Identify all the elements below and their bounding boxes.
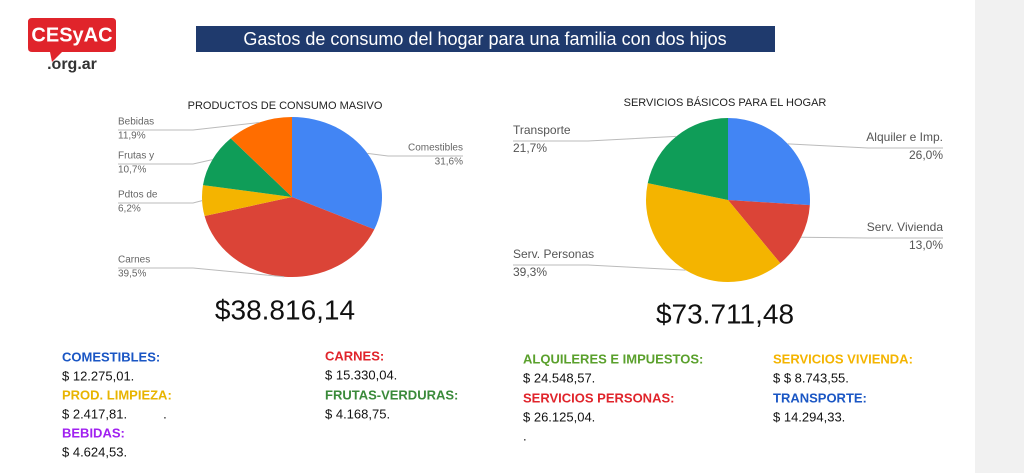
item-label: CARNES: [325,348,384,363]
pie-slice [230,117,292,197]
title-bar [196,26,775,52]
slice-percent: 13,0% [909,238,943,252]
item-trailing: . [523,428,527,443]
pie-slice [647,118,728,200]
pie-slice [728,118,810,206]
item-label: PROD. LIMPIEZA: [62,387,172,402]
item-amount: $ 12.275,01. [62,368,134,383]
leader-line [118,200,203,204]
slice-percent: 26,0% [909,148,943,162]
logo-sub: .org.ar [47,56,97,73]
slice-label: Comestibles [408,143,463,154]
leader-line [118,159,213,165]
pie-slice [728,200,810,264]
leader-line [118,267,285,278]
title: Gastos de consumo del hogar para una fam… [243,29,726,49]
leader-line [513,135,677,142]
total: $73.711,48 [656,298,794,329]
pie-slice [645,183,781,283]
chart-title: SERVICIOS BÁSICOS PARA EL HOGAR [624,96,827,109]
item-amount: $ 26.125,04. [523,409,595,424]
slice-percent: 39,5% [118,269,146,280]
logo: CESyAC [31,24,112,46]
slice-percent: 11,9% [118,131,146,142]
slice-label: Serv. Vivienda [867,220,944,234]
slice-label: Alquiler e Imp. [866,130,943,144]
item-amount: $ 15.330,04. [325,367,397,382]
slice-percent: 21,7% [513,141,547,155]
slice-label: Bebidas [118,117,154,128]
item-amount: $ 14.294,33. [773,409,845,424]
slice-label: Pdtos de [118,190,158,201]
slice-percent: 31,6% [435,157,463,168]
item-label: COMESTIBLES: [62,349,160,364]
item-label: TRANSPORTE: [773,390,867,405]
pie-slice [201,185,292,217]
item-label: ALQUILERES E IMPUESTOS: [523,351,703,366]
item-label: BEBIDAS: [62,425,125,440]
leader-line [118,122,260,131]
pie-slice [204,197,375,278]
pie-slice [203,138,292,197]
item-label: SERVICIOS PERSONAS: [523,390,674,405]
leader-line [787,143,943,149]
side-strip [975,0,1024,473]
item-label: SERVICIOS VIVIENDA: [773,351,913,366]
leader-line [513,264,686,271]
slice-label: Frutas y [118,151,154,162]
slice-percent: 39,3% [513,265,547,279]
item-label: FRUTAS-VERDURAS: [325,387,458,402]
leader-line [801,236,943,239]
item-amount: $ 24.548,57. [523,370,595,385]
item-amount: $ 4.624,53. [62,444,127,459]
slice-percent: 10,7% [118,165,146,176]
slice-label: Transporte [513,123,571,137]
leader-line [367,152,463,157]
item-amount: $ $ 8.743,55. [773,370,849,385]
logo-badge [28,18,116,62]
total: $38.816,14 [215,294,355,325]
item-amount: $ 2.417,81. . [62,406,167,421]
slice-percent: 6,2% [118,204,141,215]
chart-title: PRODUCTOS DE CONSUMO MASIVO [188,100,383,112]
slice-label: Carnes [118,255,150,266]
item-amount: $ 4.168,75. [325,406,390,421]
pie-slice [292,117,382,230]
slice-label: Serv. Personas [513,247,594,261]
